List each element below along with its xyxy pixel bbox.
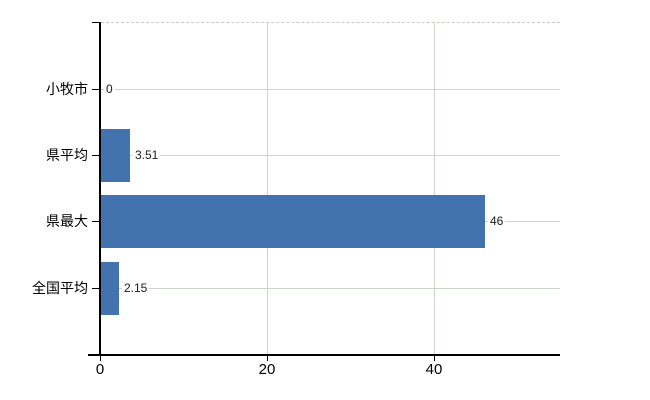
category-label-2: 県最大 [46,213,88,229]
category-label-0: 小牧市 [46,81,88,97]
bar-2 [101,195,485,248]
y-axis-tick [92,288,99,289]
category-label-3: 全国平均 [32,280,88,296]
gridline-horizontal [101,288,560,289]
y-axis-line [99,22,101,356]
value-label-3: 2.15 [122,280,150,296]
value-label-0: 0 [104,81,115,97]
value-label-1: 3.51 [133,147,161,163]
x-axis-tick [267,356,268,361]
bar-1 [101,129,130,182]
gridline-horizontal [101,155,560,156]
bar-3 [101,262,119,315]
y-axis-tick [92,89,99,90]
y-axis-top-tick [92,22,99,23]
category-label-1: 県平均 [46,147,88,163]
gridline-vertical [267,23,268,355]
x-axis-tick [434,356,435,361]
x-axis-tick [100,356,101,361]
y-axis-tick [92,155,99,156]
x-axis-line [88,354,560,356]
x-tick-label-0: 0 [95,361,105,378]
x-tick-label-1: 20 [258,361,276,378]
plot-top-border [101,22,560,23]
y-axis-tick [92,221,99,222]
gridline-vertical [434,23,435,355]
gridline-horizontal [101,89,560,90]
x-tick-label-2: 40 [425,361,443,378]
value-label-2: 46 [488,213,506,229]
